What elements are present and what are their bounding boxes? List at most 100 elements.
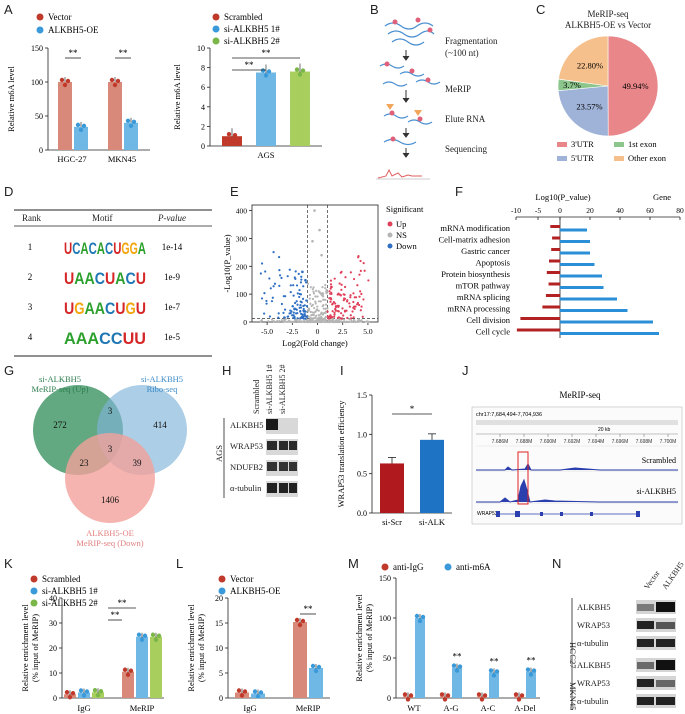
l-y-tick-label: 20: [215, 594, 223, 603]
k-y-tick-label: 10: [49, 669, 57, 678]
volcano-point-ns: [309, 317, 313, 320]
browser-tick-label: 7.698M: [636, 439, 653, 445]
volcano-point-ns: [314, 302, 317, 305]
k-bar: [122, 671, 134, 698]
motif-logo-letter: U: [105, 269, 115, 288]
m-x-tick-label: A-C: [481, 703, 496, 713]
l-point: [294, 617, 300, 623]
a1-y-label: Relative m6A level: [6, 66, 16, 132]
volcano-point-up: [362, 298, 365, 301]
a1-point: [131, 119, 137, 125]
m-point: [519, 693, 525, 698]
panel-letter-c: C: [536, 2, 545, 17]
volcano-point-ns: [321, 305, 324, 308]
volcano-point-ns: [321, 286, 324, 289]
volcano-point-ns: [316, 305, 319, 308]
volcano-point-ns: [298, 318, 301, 321]
a2-y-tick-label: 10: [197, 44, 205, 53]
volcano-point-ns: [306, 282, 310, 285]
volcano-point-ns: [325, 303, 328, 306]
k-bar: [136, 636, 148, 698]
enrich-category: mRNA splicing: [457, 292, 511, 302]
pie-subtitle: ALKBH5-OE vs Vector: [565, 20, 651, 30]
i-y-tick-label: 1.5: [357, 391, 367, 400]
volcano-point-ns: [335, 320, 338, 324]
volcano-point-ns: [311, 297, 315, 301]
pie-legend: 3'UTR 1st exon 5'UTR Other exon: [557, 139, 667, 163]
venn-label-2b: Ribo-seq: [147, 384, 178, 394]
a2-y-tick-label: 0: [201, 142, 205, 151]
volcano-point-ns: [283, 318, 286, 322]
enrich-category: mRNA modification: [440, 223, 510, 233]
panel-letter-m: M: [348, 556, 359, 571]
motif-header-pvalue: P-value: [157, 213, 186, 223]
volcano-point-down: [298, 306, 301, 309]
motif-logo-letter: U: [134, 329, 146, 348]
k-sig-label: **: [118, 598, 128, 608]
m-point: [417, 618, 423, 624]
volcano-point-ns: [322, 298, 325, 301]
volcano-point-down: [295, 300, 298, 303]
volcano-point-down: [289, 309, 292, 312]
browser-scale: 20 kb: [598, 427, 610, 433]
m-point: [488, 668, 494, 673]
enrich-category: Cell-matrix adhesion: [438, 235, 510, 245]
volcano-point-down: [278, 284, 281, 287]
volcano-point-ns: [311, 303, 314, 307]
volcano-point-up: [328, 315, 331, 318]
legend-a2-si1: si-ALKBH5 1#: [224, 24, 280, 34]
browser-locus: chr17:7,684,494-7,704,936: [476, 412, 542, 418]
genome-browser: MeRIP-seq chr17:7,684,494-7,704,936 20 k…: [471, 390, 683, 525]
m-point: [402, 692, 408, 697]
blot-h-lane-scrambled: Scrambled: [252, 380, 261, 414]
k-point: [70, 691, 76, 696]
motif-logo-letter: U: [64, 239, 72, 258]
l-y-label: Relative enrichment level: [186, 604, 196, 692]
enrich-category: mRNA processing: [447, 304, 510, 314]
k-sig-label: **: [111, 610, 121, 620]
venn-set-merip-down: [65, 433, 155, 523]
a2-point: [232, 133, 238, 138]
motif-logo-letter: A: [74, 269, 84, 288]
k-x-tick-label: MeRIP: [130, 703, 155, 713]
volcano-point-down: [272, 285, 275, 288]
volcano-point-down: [286, 315, 289, 318]
volcano-x-tick-label: 2.5: [338, 327, 348, 336]
volcano-point-down: [286, 275, 289, 278]
blot-h-row-wrap53: WRAP53: [230, 441, 263, 451]
rna-fragment: [399, 71, 425, 77]
i-y-tick-label: 0.0: [357, 509, 367, 518]
a2-y-tick-label: 8: [201, 64, 205, 73]
volcano-point-up: [360, 305, 363, 308]
volcano-point-down: [301, 297, 305, 300]
volcano-point-ns: [309, 286, 312, 289]
volcano-point-down: [263, 291, 266, 295]
enrich-bar-gene: [560, 332, 659, 335]
motif-logo-letter: U: [64, 299, 74, 318]
volcano-point-ns: [295, 319, 298, 323]
l-x-tick-label: MeRIP: [296, 703, 321, 713]
volcano-point-ns: [286, 320, 289, 323]
volcano-point-up: [340, 270, 343, 273]
volcano-point-ns: [320, 311, 323, 315]
step-sequencing: Sequencing: [445, 144, 487, 154]
volcano-point-ns: [354, 320, 357, 324]
a1-point: [62, 82, 68, 88]
volcano-point-down: [302, 304, 305, 308]
volcano-point-down: [300, 315, 303, 318]
legend-k-scr: Scrambled: [42, 574, 81, 584]
enrich-category: Gastric cancer: [461, 246, 510, 256]
enrich-x-tick-label: 60: [646, 206, 654, 215]
volcano-point-ns: [307, 320, 310, 324]
venn-label-1b: MeRIP-seq (Up): [32, 384, 89, 394]
volcano-point-ns: [309, 302, 312, 305]
volcano-y-tick-label: 0: [243, 318, 247, 327]
volcano-point-ns: [308, 297, 311, 300]
volcano-point-down: [260, 297, 264, 300]
k-point: [92, 688, 98, 693]
volcano-point-down: [302, 307, 305, 311]
volcano-point-ns: [326, 307, 329, 310]
i-bar: [420, 439, 444, 513]
volcano-point-ns: [318, 291, 322, 294]
volcano-point-up: [341, 307, 344, 310]
